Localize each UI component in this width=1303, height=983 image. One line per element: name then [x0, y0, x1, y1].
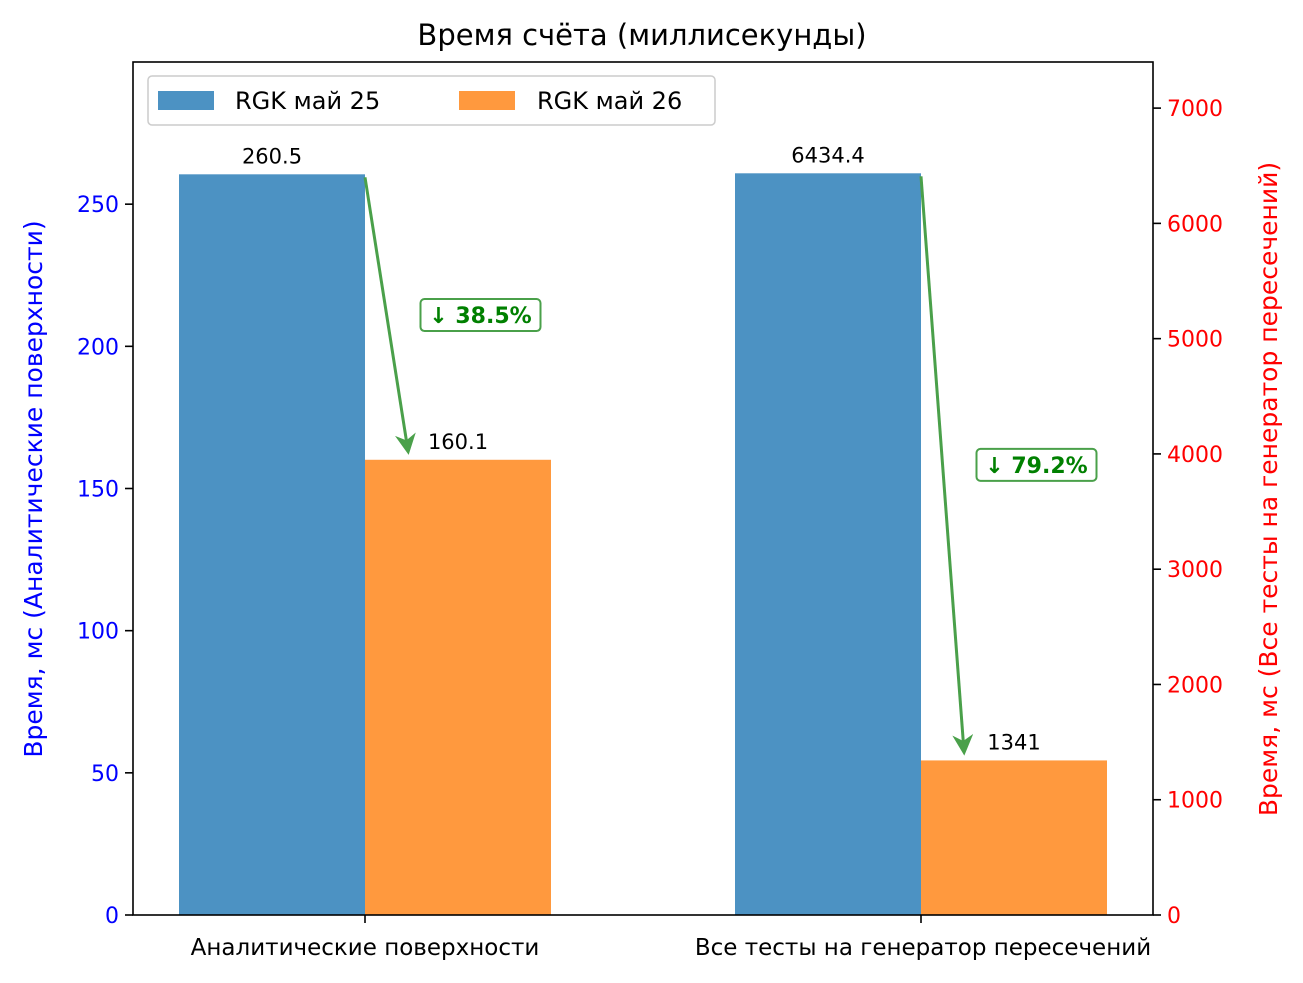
right-axis-tick-label: 3000 — [1167, 558, 1223, 583]
x-axis-category-label: Все тесты на генератор пересечений — [695, 935, 1151, 961]
left-axis-tick-label: 50 — [91, 762, 119, 787]
legend: RGK май 25 RGK май 26 — [147, 75, 716, 126]
data-label-series-0-cat-0: 260.5 — [242, 144, 302, 168]
legend-label-rgk-may-26: RGK май 26 — [537, 87, 682, 115]
change-annotation-box-cat-0 — [419, 298, 542, 333]
right-axis-tick-label: 2000 — [1167, 673, 1223, 698]
legend-swatch-rgk-may-25 — [158, 91, 214, 110]
left-axis-tick-label: 100 — [77, 620, 119, 645]
data-label-series-1-cat-1: 1341 — [987, 730, 1040, 754]
legend-swatch-rgk-may-26 — [459, 91, 515, 110]
legend-frame — [147, 75, 716, 126]
right-axis-label: Время, мс (Все тесты на генератор пересе… — [1254, 162, 1283, 816]
right-axis-tick-label: 0 — [1167, 904, 1181, 929]
legend-label-rgk-may-25: RGK май 25 — [235, 87, 380, 115]
left-axis-label: Время, мс (Аналитические поверхности) — [19, 220, 48, 757]
change-arrow-cat-0 — [363, 177, 416, 455]
change-arrow-cat-1 — [919, 176, 974, 756]
chart-title: Время счёта (миллисекунды) — [417, 18, 866, 52]
change-annotation-cat-0: ↓ 38.5% — [429, 304, 531, 329]
bar-series-0-cat-1 — [735, 173, 921, 915]
left-axis-tick-label: 200 — [77, 335, 119, 360]
change-annotation-cat-1: ↓ 79.2% — [985, 454, 1087, 479]
x-axis-category-label: Аналитические поверхности — [191, 935, 540, 961]
left-axis-tick-label: 250 — [77, 193, 119, 218]
left-axis-tick-label: 150 — [77, 478, 119, 503]
right-axis-tick-label: 4000 — [1167, 443, 1223, 468]
bar-series-1-cat-0 — [365, 459, 551, 915]
right-axis-tick-label: 7000 — [1167, 97, 1223, 122]
right-axis-tick-label: 5000 — [1167, 328, 1223, 353]
change-annotation-box-cat-1 — [975, 447, 1098, 482]
data-label-series-0-cat-1: 6434.4 — [791, 143, 864, 167]
data-label-series-1-cat-0: 160.1 — [428, 430, 488, 454]
right-axis-tick-label: 1000 — [1167, 789, 1223, 814]
left-axis-tick-label: 0 — [105, 904, 119, 929]
bar-series-0-cat-0 — [179, 174, 365, 916]
right-axis-tick-label: 6000 — [1167, 212, 1223, 237]
bar-series-1-cat-1 — [921, 760, 1107, 915]
